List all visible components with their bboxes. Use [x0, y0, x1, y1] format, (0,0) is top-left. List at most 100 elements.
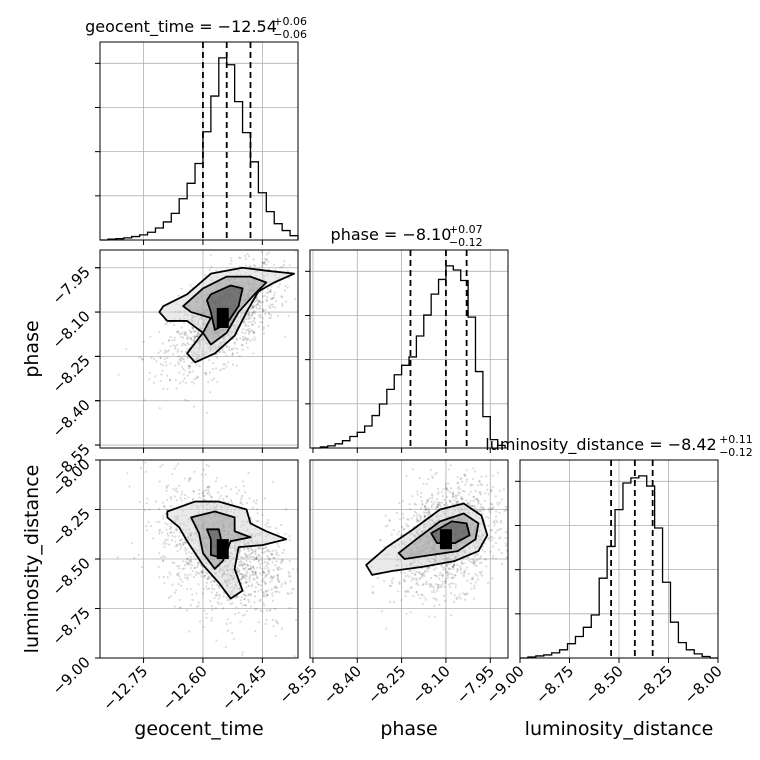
sample-point — [198, 492, 201, 495]
sample-point — [226, 598, 229, 602]
sample-point — [181, 331, 184, 334]
sample-point — [456, 482, 459, 485]
sample-point — [452, 495, 455, 498]
sample-point — [415, 582, 418, 586]
sample-point — [419, 577, 422, 580]
sample-point — [268, 569, 271, 572]
sample-point — [178, 382, 182, 385]
sample-point — [225, 354, 228, 357]
y-axis-label-phase: phase — [21, 320, 43, 377]
sample-point — [436, 503, 439, 506]
sample-point — [253, 317, 256, 320]
sample-point — [245, 594, 248, 598]
sample-point — [194, 377, 198, 380]
sample-point — [229, 602, 232, 605]
sample-point — [430, 504, 433, 507]
sample-point — [258, 563, 262, 566]
sample-point — [158, 455, 160, 457]
sample-point — [230, 348, 233, 351]
sample-point — [434, 454, 436, 456]
sample-point — [183, 573, 187, 576]
sample-point — [445, 487, 449, 490]
sample-point — [262, 328, 265, 331]
sample-point — [162, 515, 165, 518]
sample-point — [392, 577, 395, 580]
sample-point — [489, 550, 492, 553]
sample-point — [182, 367, 185, 371]
sample-point — [249, 265, 252, 268]
sample-point — [424, 598, 427, 601]
sample-point — [174, 545, 177, 548]
sample-point — [424, 508, 427, 511]
sample-point — [198, 333, 201, 336]
sample-point — [266, 521, 269, 524]
sample-point — [243, 613, 247, 616]
sample-point — [143, 509, 147, 512]
sample-point — [417, 513, 420, 516]
sample-point — [225, 495, 228, 498]
sample-point — [490, 490, 493, 493]
sample-point — [253, 243, 255, 245]
sample-point — [243, 576, 246, 579]
sample-point — [244, 581, 247, 584]
sample-point — [145, 529, 149, 532]
sample-point — [498, 537, 501, 540]
sample-point — [251, 338, 254, 341]
sample-point — [468, 502, 471, 505]
sample-point — [272, 294, 276, 297]
sample-point — [241, 573, 244, 576]
sample-point — [265, 574, 268, 577]
sample-point — [199, 620, 202, 623]
sample-point — [275, 566, 279, 570]
sample-point — [144, 461, 147, 464]
sample-point — [263, 262, 266, 266]
sample-point — [174, 528, 177, 531]
contour-level-1 — [397, 512, 480, 560]
sample-point — [251, 506, 254, 509]
sample-point — [437, 504, 440, 507]
sample-point — [280, 296, 284, 299]
sample-point — [271, 550, 274, 553]
sample-point — [186, 561, 189, 564]
sample-point — [265, 565, 268, 568]
sample-point — [240, 582, 243, 585]
sample-point — [498, 511, 501, 514]
sample-point — [262, 594, 265, 597]
sample-point — [395, 511, 398, 515]
sample-point — [264, 582, 267, 585]
sample-point — [208, 268, 211, 271]
sample-point — [181, 380, 184, 383]
sample-point — [254, 548, 257, 551]
sample-point — [258, 599, 261, 603]
sample-point — [265, 595, 268, 598]
sample-point — [177, 462, 180, 465]
sample-point — [138, 356, 141, 359]
sample-point — [416, 581, 419, 584]
sample-point — [183, 377, 186, 380]
sample-point — [218, 595, 222, 598]
sample-point — [188, 478, 191, 481]
sample-point — [239, 256, 242, 260]
sample-point — [230, 257, 233, 260]
sample-point — [186, 374, 190, 377]
sample-point — [426, 482, 429, 485]
sample-point — [524, 497, 526, 499]
sample-point — [478, 490, 482, 494]
sample-point — [474, 573, 477, 576]
sample-point — [437, 491, 440, 494]
sample-point — [201, 570, 204, 574]
sample-point — [283, 335, 287, 338]
sample-point — [263, 260, 266, 264]
x-tick-label-phase: −8.10 — [409, 662, 454, 707]
sample-point — [234, 612, 237, 616]
sample-point — [243, 324, 247, 327]
sample-point — [159, 356, 162, 360]
sample-point — [155, 360, 158, 363]
sample-point — [481, 574, 484, 577]
sample-point — [169, 505, 172, 508]
sample-point — [411, 576, 414, 580]
sample-point — [281, 302, 284, 305]
sample-point — [157, 507, 161, 510]
sample-point — [239, 620, 242, 623]
sample-point — [246, 564, 250, 567]
